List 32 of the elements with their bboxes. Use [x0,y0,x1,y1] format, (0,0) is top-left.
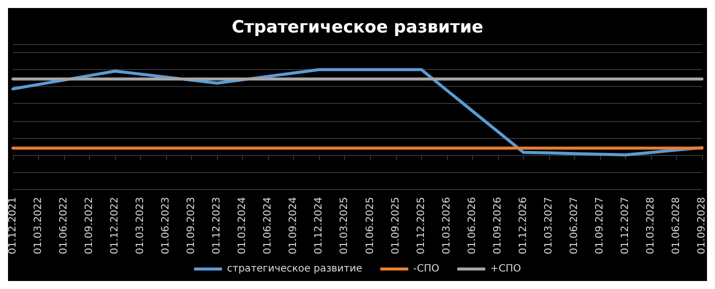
x-tick-label: 01.06.2024 [262,197,274,254]
x-tick-label: 01.03.2028 [645,197,656,254]
x-tick-label: 01.09.2026 [492,197,504,254]
x-tick-label: 01.03.2027 [543,197,554,254]
x-tick-label: 01.06.2025 [364,197,376,254]
x-tick-label: 01.06.2028 [670,197,682,254]
x-tick-label: 01.12.2023 [212,197,223,254]
x-tick-label: 01.06.2027 [568,197,580,254]
legend-label: +СПО [490,264,522,274]
x-tick-label: 01.09.2028 [696,197,708,254]
x-tick-label: 01.09.2025 [390,197,402,254]
x-tick-label: 01.03.2024 [237,197,248,254]
x-tick-label: 01.06.2023 [160,197,172,254]
x-tick-label: 01.12.2027 [620,197,631,254]
x-tick-label: 01.12.2021 [8,197,18,254]
x-tick-label: 01.03.2023 [135,197,146,254]
x-tick-label: 01.09.2023 [186,197,198,254]
x-tick-label: 01.09.2027 [594,197,606,254]
x-tick-label: 01.12.2026 [518,197,529,254]
chart-title: Стратегическое развитие [232,18,484,38]
x-tick-label: 01.09.2022 [84,197,96,254]
x-tick-label: 01.06.2022 [58,197,70,254]
legend-label: стратегическое развитие [227,264,362,274]
x-tick-label: 01.12.2022 [110,197,121,254]
x-tick-label: 01.12.2025 [416,197,427,254]
x-tick-label: 01.06.2026 [466,197,478,254]
x-tick-label: 01.03.2026 [441,197,452,254]
x-tick-label: 01.12.2024 [314,197,325,254]
x-tick-label: 01.09.2024 [288,197,300,254]
x-tick-label: 01.03.2022 [33,197,44,254]
legend-label: -СПО [413,264,440,274]
x-tick-label: 01.03.2025 [339,197,350,254]
